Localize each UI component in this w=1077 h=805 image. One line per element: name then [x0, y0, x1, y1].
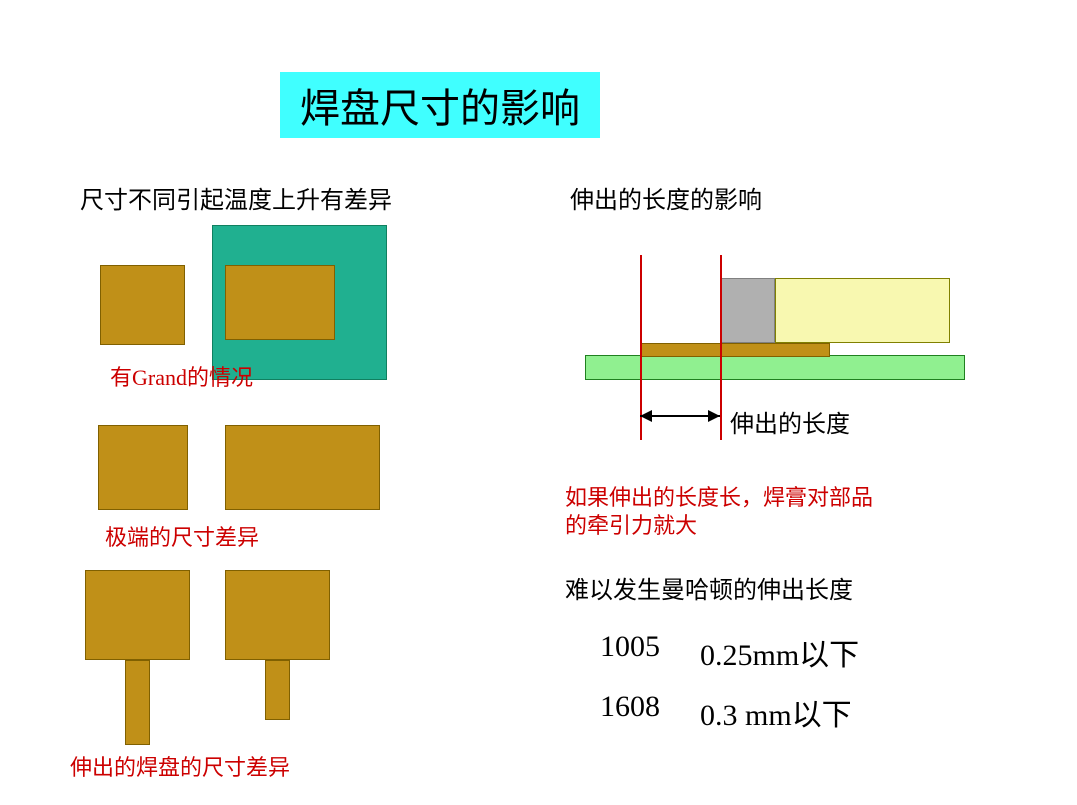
protrude-pad-left-big — [85, 570, 190, 660]
grand-pad-right — [225, 265, 335, 340]
protrude-pad-left-stem — [125, 660, 150, 745]
dim-arrow-left — [640, 410, 652, 422]
dim-line-right — [720, 255, 722, 440]
side-component-body — [775, 278, 950, 343]
manhattan-heading: 难以发生曼哈顿的伸出长度 — [565, 570, 853, 605]
extreme-pad-left — [98, 425, 188, 510]
dim-arrow-right — [708, 410, 720, 422]
extreme-pad-right — [225, 425, 380, 510]
page-title: 焊盘尺寸的影响 — [280, 72, 600, 138]
spec-row-0-size: 1005 — [600, 630, 660, 664]
left-heading: 尺寸不同引起温度上升有差异 — [80, 180, 392, 215]
protrude-pad-right-stem — [265, 660, 290, 720]
side-pad — [640, 343, 830, 357]
right-heading: 伸出的长度的影响 — [570, 180, 762, 215]
grand-caption: 有Grand的情况 — [110, 360, 253, 392]
grand-pad-left — [100, 265, 185, 345]
protrude-pad-right-big — [225, 570, 330, 660]
spec-row-0-value: 0.25mm以下 — [700, 630, 859, 674]
protrude-caption: 伸出的焊盘的尺寸差异 — [70, 750, 290, 782]
dim-label: 伸出的长度 — [730, 404, 850, 439]
spec-row-1-value: 0.3 mm以下 — [700, 690, 852, 734]
side-component-terminal — [720, 278, 775, 343]
protrude-note-line2: 的牵引力就大 — [565, 508, 697, 540]
side-pcb — [585, 355, 965, 380]
spec-row-1-size: 1608 — [600, 690, 660, 724]
extreme-caption: 极端的尺寸差异 — [105, 520, 259, 552]
